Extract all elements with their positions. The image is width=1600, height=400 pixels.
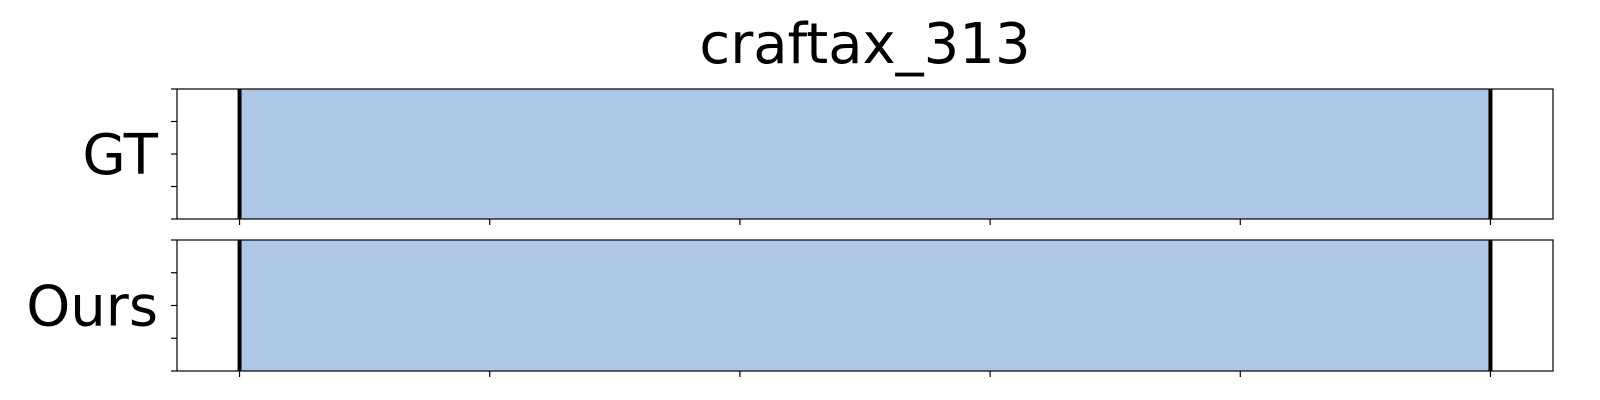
row-gt: GT xyxy=(82,88,1554,225)
row-label: Ours xyxy=(26,275,158,340)
segment-bar xyxy=(239,89,1491,219)
chart-title: craftax_313 xyxy=(699,12,1030,77)
row-label: GT xyxy=(82,123,158,188)
segment-bar xyxy=(239,240,1491,371)
row-ours: Ours xyxy=(26,239,1554,377)
rows-layer: GT Ours xyxy=(26,88,1554,377)
